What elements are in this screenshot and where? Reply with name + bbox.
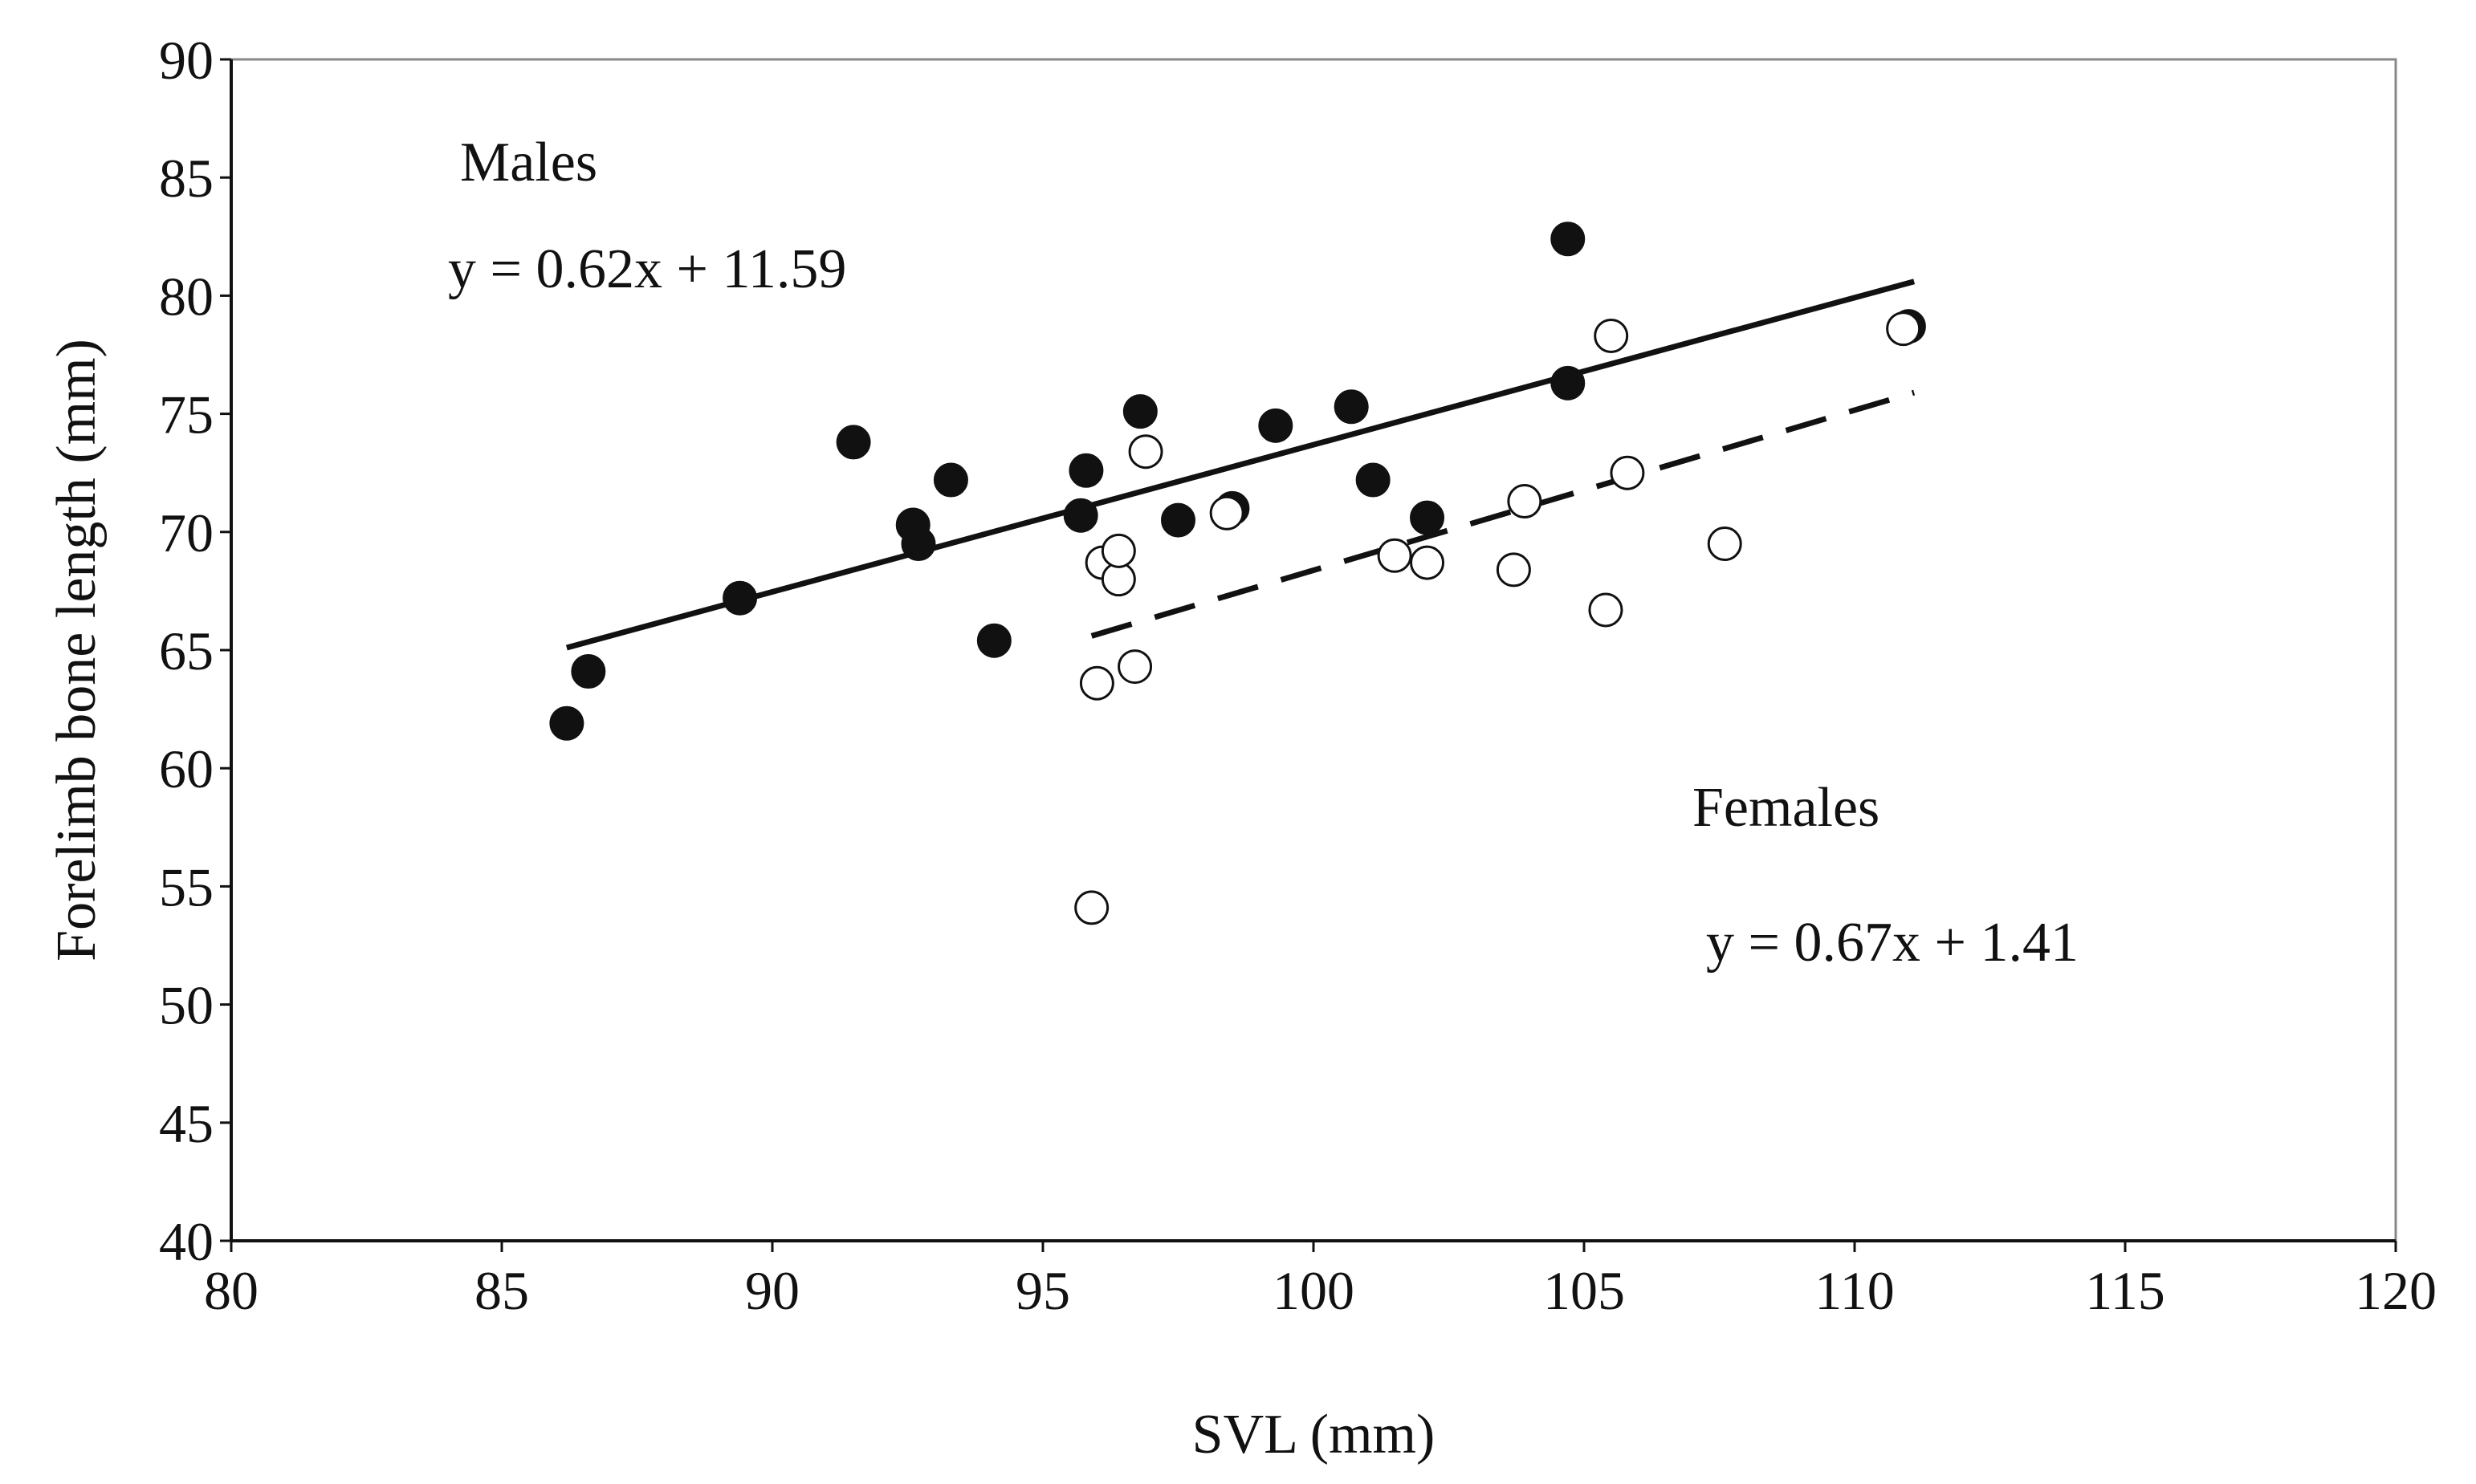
y-tick-label: 75 [159, 384, 214, 445]
females-label: Females [1692, 777, 1879, 839]
female-point [1079, 665, 1114, 701]
x-tick-label: 80 [204, 1260, 259, 1321]
data-points [549, 222, 1926, 925]
female-point [1886, 311, 1921, 347]
male-point [1334, 389, 1369, 425]
female-point [1610, 455, 1645, 490]
x-axis-ticks: 80 85 90 95 100 105 110 115 120 [204, 1241, 2437, 1321]
x-tick-label: 85 [474, 1260, 529, 1321]
y-tick-label: 60 [159, 738, 214, 799]
male-point [1410, 500, 1445, 535]
male-point [933, 462, 968, 498]
trendlines [565, 279, 1916, 651]
x-tick-label: 90 [745, 1260, 800, 1321]
male-point [976, 623, 1012, 658]
y-tick-label: 80 [159, 266, 214, 327]
x-tick-label: 120 [2355, 1260, 2437, 1321]
male-point [1069, 453, 1104, 488]
x-tick-label: 110 [1814, 1260, 1894, 1321]
female-point [1588, 592, 1623, 628]
female-point [1074, 890, 1110, 925]
y-axis-ticks: 40 45 50 55 60 65 70 75 80 85 90 [159, 30, 231, 1272]
male-point [901, 527, 936, 562]
x-tick-label: 100 [1273, 1260, 1354, 1321]
y-tick-label: 65 [159, 620, 214, 681]
females-trendline [1090, 389, 1916, 639]
plot-area [230, 58, 2397, 1242]
male-point [571, 653, 606, 689]
female-point [1209, 495, 1244, 531]
female-point [1410, 545, 1445, 580]
x-tick-label: 95 [1016, 1260, 1070, 1321]
female-point [1128, 434, 1163, 470]
male-point [836, 425, 871, 460]
female-point [1118, 649, 1153, 685]
female-point [1594, 318, 1629, 353]
y-tick-label: 70 [159, 502, 214, 563]
y-axis-title: Forelimb bone length (mm) [46, 339, 108, 962]
male-point [1161, 502, 1195, 538]
y-tick-label: 45 [159, 1093, 214, 1154]
female-point [1496, 552, 1531, 588]
male-point [1550, 222, 1586, 257]
male-point [1122, 394, 1158, 429]
female-point [1101, 533, 1136, 568]
female-point [1377, 538, 1412, 573]
male-point [1063, 498, 1098, 533]
male-point [723, 580, 758, 616]
y-tick-label: 85 [159, 148, 214, 209]
male-point [1258, 408, 1293, 443]
males-label: Males [460, 132, 597, 193]
females-equation: y = 0.67x + 1.41 [1706, 912, 2079, 974]
x-tick-label: 105 [1543, 1260, 1625, 1321]
males-trendline [565, 279, 1916, 651]
y-tick-label: 40 [159, 1211, 214, 1272]
x-axis-title: SVL (mm) [1192, 1404, 1436, 1466]
male-point [549, 705, 584, 741]
male-point [1550, 365, 1586, 400]
female-point [1707, 527, 1742, 562]
x-tick-label: 115 [2085, 1260, 2164, 1321]
female-point [1507, 484, 1542, 519]
y-tick-label: 50 [159, 975, 214, 1036]
y-tick-label: 90 [159, 30, 214, 91]
y-tick-label: 55 [159, 856, 214, 917]
plot-frame [230, 58, 2397, 1242]
males-equation: y = 0.62x + 11.59 [448, 238, 846, 300]
male-point [1355, 462, 1391, 498]
